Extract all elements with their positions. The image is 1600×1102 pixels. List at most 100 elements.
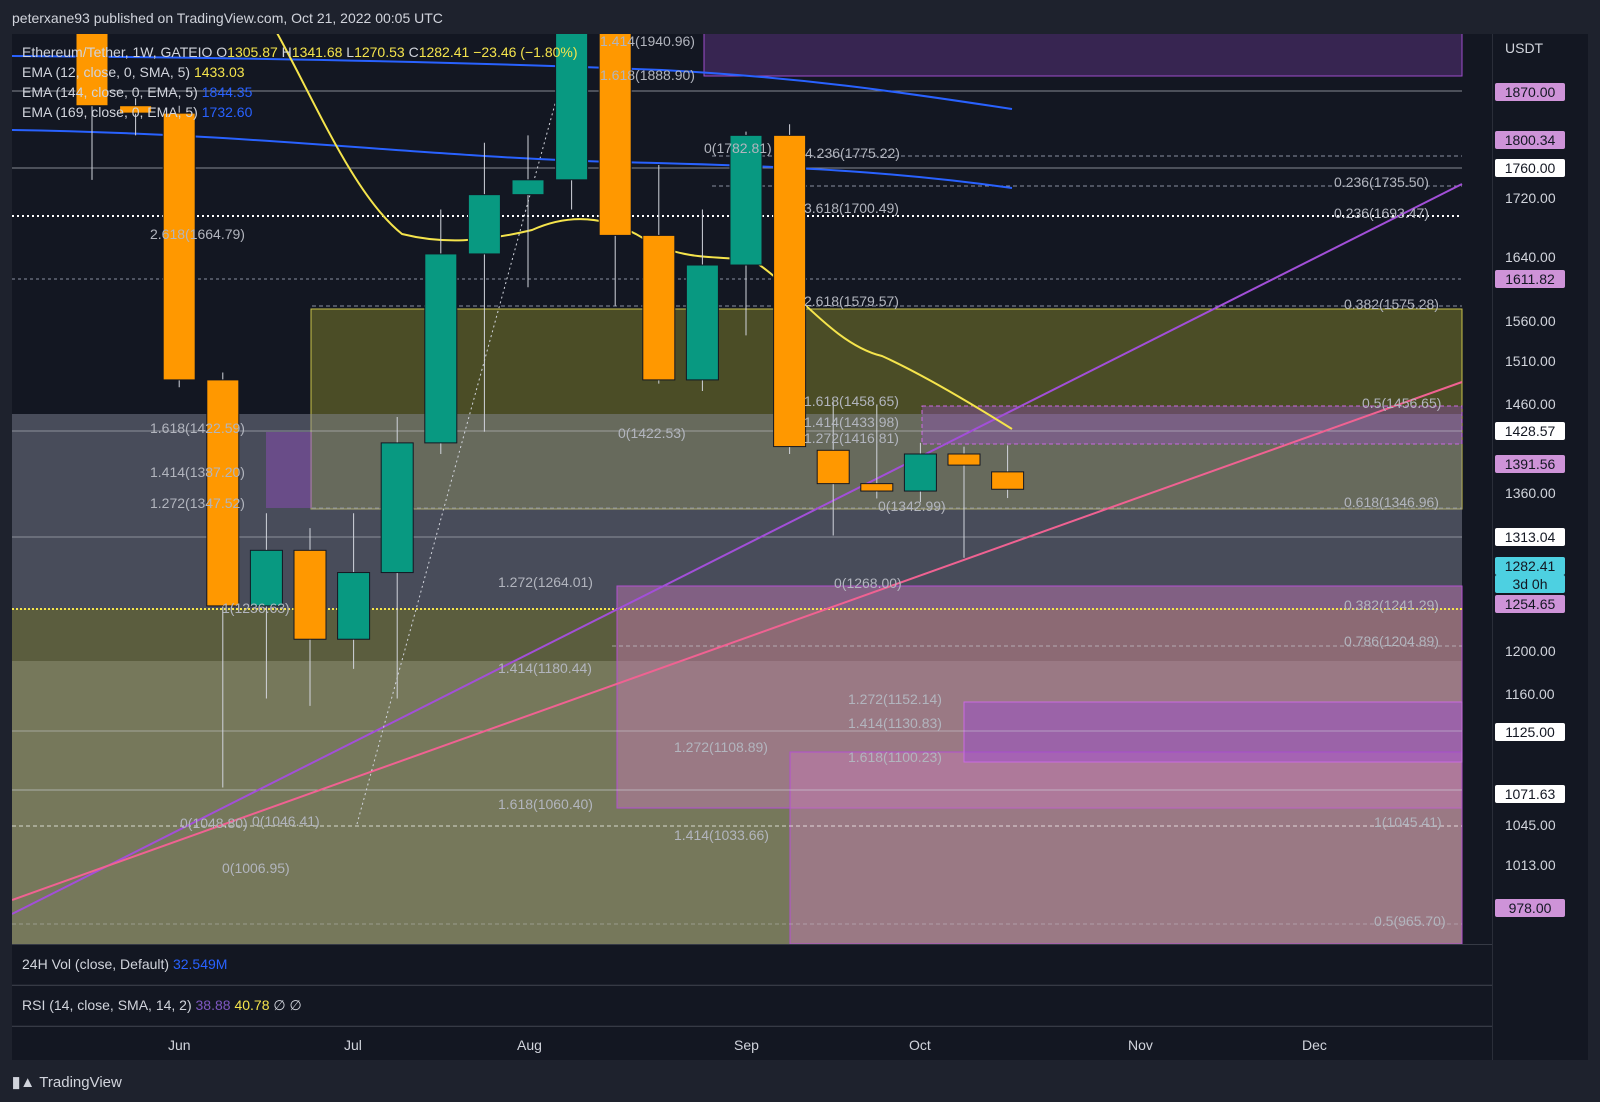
candle-body[interactable]	[642, 234, 676, 381]
fib-level-label: 0(1268.00)	[834, 575, 902, 591]
candle-body[interactable]	[773, 134, 807, 448]
candle-body[interactable]	[380, 442, 414, 574]
high-label: H	[281, 44, 292, 60]
fib-level-label: 4.236(1775.22)	[805, 145, 900, 161]
fib-level-label: 0(1342.99)	[878, 498, 946, 514]
fib-level-label: 1.272(1152.14)	[848, 691, 942, 707]
axis-tag-978: 978.00	[1495, 899, 1565, 917]
price-chart[interactable]: 1.414(1940.96) 1.618(1888.90) 0(1782.81) 4.…	[12, 34, 1492, 944]
fib-level-label: 1.272(1416.81)	[804, 430, 899, 446]
candlestick-series[interactable]	[75, 34, 1025, 788]
ema-12-label: EMA (12, close, 0, SMA, 5)	[22, 64, 191, 80]
rsi-empty-2: ∅	[289, 997, 302, 1013]
change-value: −23.46 (−1.80%)	[473, 44, 578, 60]
time-axis[interactable]: Jun Jul Aug Sep Oct Nov Dec	[12, 1026, 1492, 1060]
fib-level-label: 2.618(1664.79)	[150, 226, 245, 242]
axis-tag-1071: 1071.63	[1495, 785, 1565, 803]
ema-169-row[interactable]: EMA (169, close, 0, EMA, 5) 1732.60	[22, 102, 578, 122]
candle-body[interactable]	[860, 483, 894, 492]
ema-169-value: 1732.60	[201, 104, 253, 120]
ema-12-row[interactable]: EMA (12, close, 0, SMA, 5) 1433.03	[22, 62, 578, 82]
fib-level-label: 1(1236.63)	[222, 600, 290, 616]
candle-body[interactable]	[75, 34, 109, 107]
time-label-nov: Nov	[1128, 1037, 1153, 1053]
candle-body[interactable]	[555, 34, 589, 181]
candle-body[interactable]	[991, 471, 1025, 490]
zone-purple-small-left	[266, 432, 312, 508]
fib-level-label: 1.272(1347.52)	[150, 495, 245, 511]
candle-body[interactable]	[598, 34, 632, 236]
time-label-jul: Jul	[344, 1037, 362, 1053]
rsi-pane[interactable]: RSI (14, close, SMA, 14, 2) 38.88 40.78 …	[12, 985, 1492, 1025]
volume-pane[interactable]: 24H Vol (close, Default) 32.549M	[12, 944, 1492, 984]
candle-body[interactable]	[337, 572, 371, 640]
ema-144-value: 1844.35	[201, 84, 253, 100]
tradingview-logo[interactable]: ▮▲ TradingView	[12, 1073, 122, 1091]
fib-level-label: 1.414(1033.66)	[674, 827, 769, 843]
axis-tick-1360: 1360.00	[1505, 485, 1556, 501]
candle-body[interactable]	[511, 179, 545, 196]
fib-level-label: 1.414(1130.83)	[848, 715, 942, 731]
fib-level-label: 1.618(1060.40)	[498, 796, 593, 812]
axis-tick-1640: 1640.00	[1505, 249, 1556, 265]
high-value: 1341.68	[291, 44, 343, 60]
fib-level-label: 2.618(1579.57)	[804, 293, 899, 309]
symbol-info[interactable]: Ethereum/Tether, 1W, GATEIO	[22, 44, 213, 60]
fib-level-label: 0(1046.41)	[252, 813, 320, 829]
candle-body[interactable]	[162, 112, 196, 381]
price-axis[interactable]: USDT 1720.00 1640.00 1560.00 1510.00 146…	[1492, 34, 1588, 1060]
candle-body[interactable]	[903, 453, 937, 492]
open-label: O	[216, 44, 228, 60]
ema-144-label: EMA (144, close, 0, EMA, 5)	[22, 84, 198, 100]
candle-body[interactable]	[119, 105, 153, 114]
ema-169-line	[12, 129, 1013, 189]
volume-label: 24H Vol (close, Default)	[22, 956, 170, 972]
fib-level-label: 0.236(1693.47)	[1334, 205, 1429, 221]
fib-level-label: 3.618(1700.49)	[804, 200, 899, 216]
candle-body[interactable]	[293, 549, 327, 640]
main-chart-pane[interactable]: 1.414(1940.96) 1.618(1888.90) 0(1782.81) 4.…	[12, 34, 1492, 944]
axis-tag-1870: 1870.00	[1495, 83, 1565, 101]
fib-level-label: 1.414(1387.20)	[150, 464, 245, 480]
fib-level-label: 0.236(1735.50)	[1334, 174, 1429, 190]
ema-12-value: 1433.03	[193, 64, 245, 80]
axis-currency: USDT	[1505, 40, 1544, 56]
fib-level-label: 1.618(1458.65)	[804, 393, 899, 409]
axis-tag-1800: 1800.34	[1495, 131, 1565, 149]
candle-body[interactable]	[729, 134, 763, 266]
axis-tick-1720: 1720.00	[1505, 190, 1556, 206]
candle-body[interactable]	[424, 253, 458, 444]
axis-tick-1200: 1200.00	[1505, 643, 1556, 659]
fib-level-label: 1.414(1433.98)	[804, 414, 899, 430]
candle-body[interactable]	[467, 194, 501, 255]
volume-legend: 24H Vol (close, Default) 32.549M	[22, 956, 227, 972]
fib-level-label: 1.414(1180.44)	[498, 660, 592, 676]
candle-body[interactable]	[685, 264, 719, 381]
publisher-text: peterxane93 published on TradingView.com…	[12, 10, 443, 26]
candle-body[interactable]	[947, 453, 981, 466]
candle-body[interactable]	[206, 379, 240, 607]
fib-level-label: 1.618(1888.90)	[600, 67, 695, 83]
fib-level-label: 0.786(1204.89)	[1344, 633, 1439, 649]
fib-level-label: 0.382(1241.29)	[1344, 597, 1439, 613]
fib-level-label: 0(1048.80)	[180, 815, 248, 831]
candle-body[interactable]	[249, 549, 283, 607]
fib-level-label: 0.5(965.70)	[1374, 913, 1446, 929]
fib-level-label: 0.382(1575.28)	[1344, 296, 1439, 312]
time-label-aug: Aug	[517, 1037, 542, 1053]
low-value: 1270.53	[354, 44, 405, 60]
axis-tick-1045: 1045.00	[1505, 817, 1556, 833]
trendline-dotted	[356, 34, 575, 825]
zone-purple-mid-right	[921, 405, 1463, 445]
candle-body[interactable]	[816, 449, 850, 485]
axis-tick-1560: 1560.00	[1505, 313, 1556, 329]
trendline-pink	[12, 381, 1463, 901]
ema-144-row[interactable]: EMA (144, close, 0, EMA, 5) 1844.35	[22, 82, 578, 102]
fib-level-label: 1.272(1108.89)	[674, 739, 768, 755]
axis-tag-1313: 1313.04	[1495, 528, 1565, 546]
zone-olive-upper	[310, 308, 1463, 510]
tv-logo-icon: ▮▲	[12, 1074, 40, 1091]
footer-bar: ▮▲ TradingView	[0, 1060, 1600, 1102]
ema-169-label: EMA (169, close, 0, EMA, 5)	[22, 104, 198, 120]
rsi-value: 38.88	[195, 997, 231, 1013]
